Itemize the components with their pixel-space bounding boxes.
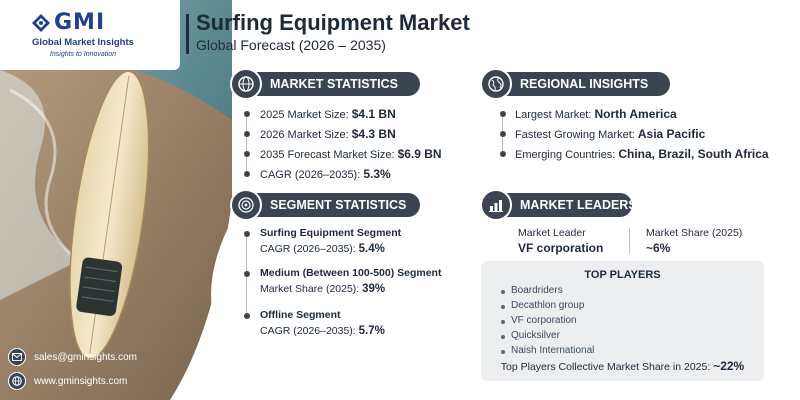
regional-insights-header: REGIONAL INSIGHTS	[480, 68, 670, 100]
globe-icon	[480, 68, 512, 100]
bullet-dot	[244, 231, 250, 237]
bullet-dot	[244, 171, 250, 177]
stat-item: 2025 Market Size: $4.1 BN	[260, 107, 396, 121]
title-accent	[186, 14, 189, 54]
bullet-dot	[500, 151, 506, 157]
segment-title: Surfing Equipment Segment	[260, 227, 402, 239]
brand-tagline: Insights to Innovation	[49, 51, 117, 58]
gmi-logo-icon	[32, 13, 50, 32]
target-icon	[230, 189, 262, 221]
top-players-panel: TOP PLAYERS Boardriders Decathlon group …	[481, 261, 764, 381]
bullet-dot	[501, 305, 505, 309]
stat-item: 2035 Forecast Market Size: $6.9 BN	[260, 147, 442, 161]
segment-title: Medium (Between 100-500) Segment	[260, 267, 442, 279]
bullet-dot	[500, 131, 506, 137]
logo-text: GMI	[54, 10, 106, 35]
page-subtitle: Global Forecast (2026 – 2035)	[196, 37, 386, 53]
top-player-item: Decathlon group	[511, 300, 585, 311]
bullet-dot	[500, 111, 506, 117]
regional-insights-title: REGIONAL INSIGHTS	[520, 77, 649, 91]
stat-item: 2026 Market Size: $4.3 BN	[260, 127, 396, 141]
top-player-item: VF corporation	[511, 315, 577, 326]
bullet-dot	[244, 111, 250, 117]
market-share-label: Market Share (2025)	[646, 227, 743, 239]
region-item: Largest Market: North America	[515, 107, 677, 121]
market-share-value: ~6%	[646, 241, 671, 255]
globe-dollar-icon	[230, 68, 262, 100]
market-leaders-header: MARKET LEADERS	[480, 189, 637, 221]
segment-value: CAGR (2026–2035): 5.7%	[260, 325, 385, 337]
brand-name: Global Market Insights	[32, 37, 134, 48]
market-statistics-title: MARKET STATISTICS	[270, 77, 399, 91]
segment-value: CAGR (2026–2035): 5.4%	[260, 243, 385, 255]
top-players-title: TOP PLAYERS	[584, 269, 661, 281]
market-statistics-header: MARKET STATISTICS	[230, 68, 420, 100]
market-leader-value: VF corporation	[518, 241, 604, 255]
bullet-dot	[501, 335, 505, 339]
website-link[interactable]: www.gminsights.com	[34, 375, 128, 387]
top-player-item: Boardriders	[511, 285, 563, 296]
market-statistics-line	[246, 114, 247, 174]
region-item: Fastest Growing Market: Asia Pacific	[515, 127, 706, 141]
stat-item: CAGR (2026–2035): 5.3%	[260, 167, 391, 181]
bullet-dot	[501, 290, 505, 294]
bar-chart-icon	[480, 189, 512, 221]
bullet-dot	[244, 151, 250, 157]
market-leader-label: Market Leader	[518, 227, 586, 239]
segment-title: Offline Segment	[260, 309, 341, 321]
bullet-dot	[244, 313, 250, 319]
contact-info: sales@gminsights.com www.gminsights.com	[0, 340, 200, 400]
region-item: Emerging Countries: China, Brazil, South…	[515, 147, 769, 161]
leader-divider	[629, 228, 630, 254]
top-player-item: Quicksilver	[511, 330, 560, 341]
segment-value: Market Share (2025): 39%	[260, 283, 386, 295]
bullet-dot	[244, 131, 250, 137]
page-title: Surfing Equipment Market	[196, 10, 470, 35]
segment-statistics-header: SEGMENT STATISTICS	[230, 189, 420, 221]
segment-statistics-title: SEGMENT STATISTICS	[270, 198, 407, 212]
web-icon	[8, 372, 26, 390]
bullet-dot	[501, 320, 505, 324]
bullet-dot	[244, 271, 250, 277]
top-player-item: Naish International	[511, 345, 595, 356]
top-players-share: Top Players Collective Market Share in 2…	[500, 359, 745, 373]
logo: GMI Global Market Insights Insights to I…	[0, 0, 180, 70]
bullet-dot	[501, 350, 505, 354]
email-link[interactable]: sales@gminsights.com	[34, 351, 137, 363]
market-leaders-title: MARKET LEADERS	[520, 198, 637, 212]
email-icon	[8, 348, 26, 366]
